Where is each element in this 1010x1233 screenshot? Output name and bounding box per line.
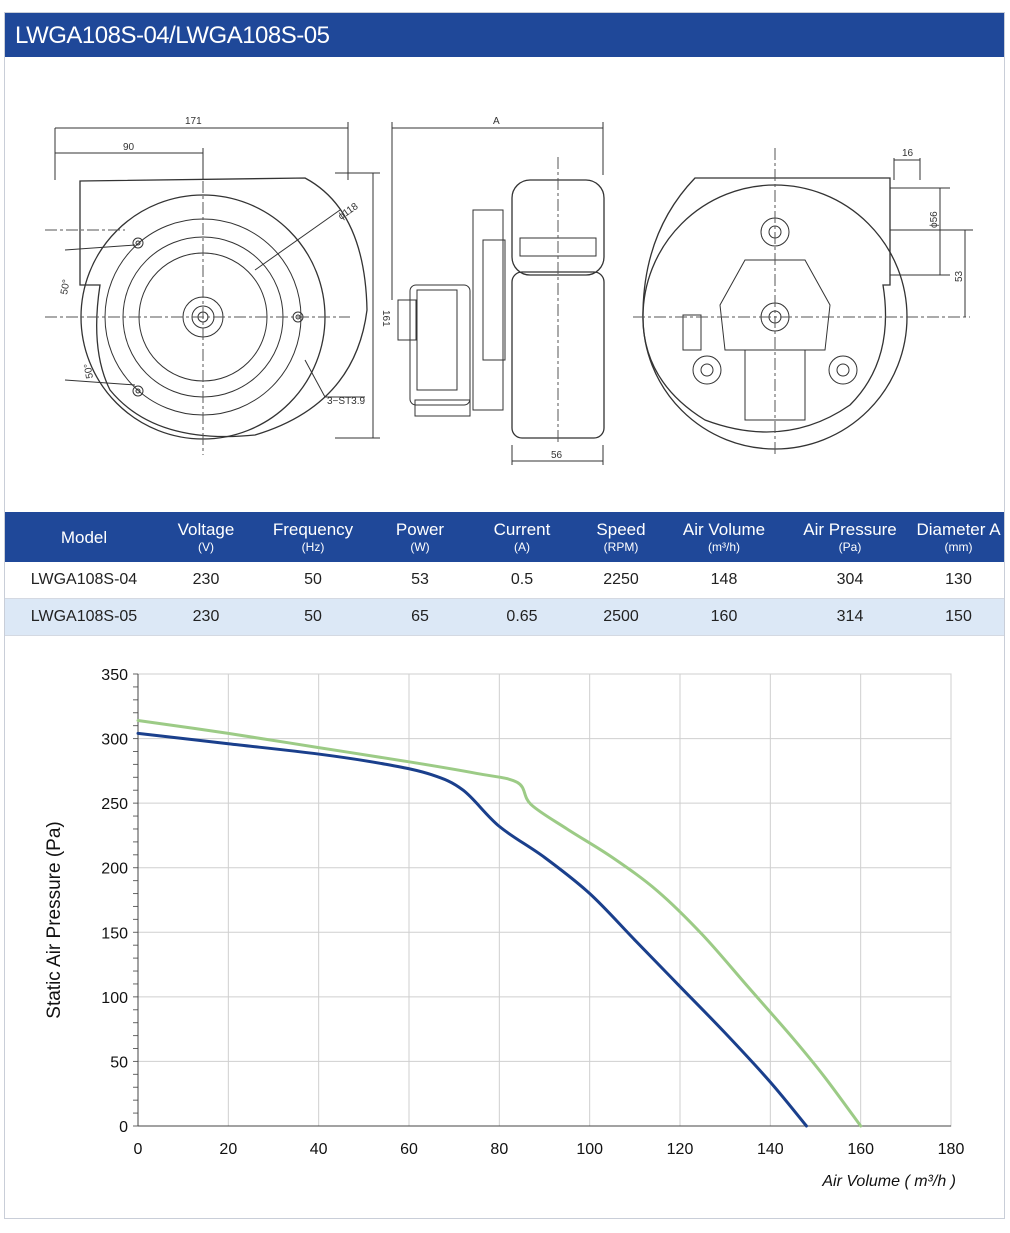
dim-screw: 3−ST3.9 — [327, 396, 366, 407]
dim-56-side: 56 — [551, 450, 563, 461]
x-tick-label: 160 — [847, 1141, 874, 1158]
x-tick-label: 140 — [757, 1141, 784, 1158]
table-cell: 65 — [377, 598, 463, 636]
col-voltage: Voltage (V) — [163, 512, 249, 562]
table-cell: 150 — [913, 598, 1004, 636]
x-tick-label: 180 — [938, 1141, 965, 1158]
col-diameter-a: Diameter A (mm) — [913, 512, 1004, 562]
col-frequency: Frequency (Hz) — [249, 512, 377, 562]
back-view — [633, 148, 973, 455]
table-cell: 130 — [913, 562, 1004, 599]
dim-90: 90 — [123, 142, 135, 153]
dim-angle-top: 50° — [59, 279, 72, 296]
dim-16: 16 — [902, 148, 914, 159]
dim-53: 53 — [954, 270, 965, 282]
x-tick-label: 40 — [310, 1141, 328, 1158]
dim-dia-56: ϕ56 — [929, 211, 940, 228]
table-cell: 314 — [787, 598, 913, 636]
technical-drawing: 171 90 ϕ118 161 50° 50° 3−ST3.9 A 56 16 … — [45, 116, 973, 465]
chart-axes: 0 20 40 60 80 100 120 140 160 180 0 50 100 150 200 250 3… — [101, 667, 964, 1158]
series-line-1 — [136, 731, 808, 1128]
dim-dia-118: ϕ118 — [336, 201, 360, 223]
table-cell: 160 — [661, 598, 787, 636]
table-cell: 0.5 — [463, 562, 581, 599]
dim-171: 171 — [185, 116, 202, 127]
table-row: LWGA108S-05 230 50 65 0.65 2500 160 314 … — [5, 598, 1004, 636]
table-cell: 0.65 — [463, 598, 581, 636]
y-tick-label: 150 — [101, 925, 128, 942]
table-row: LWGA108S-04 230 50 53 0.5 2250 148 304 1… — [5, 562, 1004, 599]
x-tick-label: 120 — [667, 1141, 694, 1158]
page-title: LWGA108S-04/LWGA108S-05 — [15, 22, 330, 49]
col-power: Power (W) — [377, 512, 463, 562]
page-frame — [4, 12, 1005, 1219]
col-air-pressure: Air Pressure (Pa) — [787, 512, 913, 562]
table-cell: 148 — [661, 562, 787, 599]
table-cell: 230 — [163, 562, 249, 599]
table-cell: 50 — [249, 598, 377, 636]
x-tick-label: 20 — [219, 1141, 237, 1158]
y-tick-label: 300 — [101, 732, 128, 749]
plot-frame — [137, 673, 952, 1127]
series-line-2 — [136, 718, 863, 1128]
table-cell: 53 — [377, 562, 463, 599]
table-cell: LWGA108S-04 — [5, 562, 163, 599]
x-axis-label: Air Volume ( m³/h ) — [821, 1173, 956, 1190]
side-view — [391, 122, 605, 465]
col-current: Current (A) — [463, 512, 581, 562]
col-speed: Speed (RPM) — [581, 512, 661, 562]
x-tick-label: 100 — [576, 1141, 603, 1158]
table-header-row: Model Voltage (V) Frequency (Hz) Power (W) … — [5, 512, 1004, 562]
performance-chart: 0 20 40 60 80 100 120 140 160 180 0 50 100 150 200 250 3… — [44, 667, 964, 1190]
table-cell: 230 — [163, 598, 249, 636]
col-model: Model — [5, 512, 163, 562]
chart-series — [136, 718, 863, 1128]
dim-a: A — [493, 116, 500, 127]
y-tick-label: 0 — [119, 1119, 128, 1136]
table-cell: 304 — [787, 562, 913, 599]
y-tick-label: 350 — [101, 667, 128, 684]
table-cell: 2250 — [581, 562, 661, 599]
table-cell: 50 — [249, 562, 377, 599]
y-tick-label: 50 — [110, 1054, 128, 1071]
col-air-volume: Air Volume (m³/h) — [661, 512, 787, 562]
x-tick-label: 0 — [134, 1141, 143, 1158]
x-tick-label: 60 — [400, 1141, 418, 1158]
x-tick-label: 80 — [490, 1141, 508, 1158]
spec-table: Model Voltage (V) Frequency (Hz) Power (W) … — [5, 512, 1004, 636]
y-axis-label: Static Air Pressure (Pa) — [44, 821, 65, 1018]
table-cell: LWGA108S-05 — [5, 598, 163, 636]
table-cell: 2500 — [581, 598, 661, 636]
dim-angle-bottom: 50° — [82, 363, 95, 380]
title-bar: LWGA108S-04/LWGA108S-05 — [5, 13, 1004, 57]
dim-161: 161 — [380, 310, 391, 327]
y-tick-label: 100 — [101, 990, 128, 1007]
y-tick-label: 250 — [101, 796, 128, 813]
chart-grid — [137, 673, 952, 1127]
front-view — [45, 122, 380, 455]
y-tick-label: 200 — [101, 861, 128, 878]
